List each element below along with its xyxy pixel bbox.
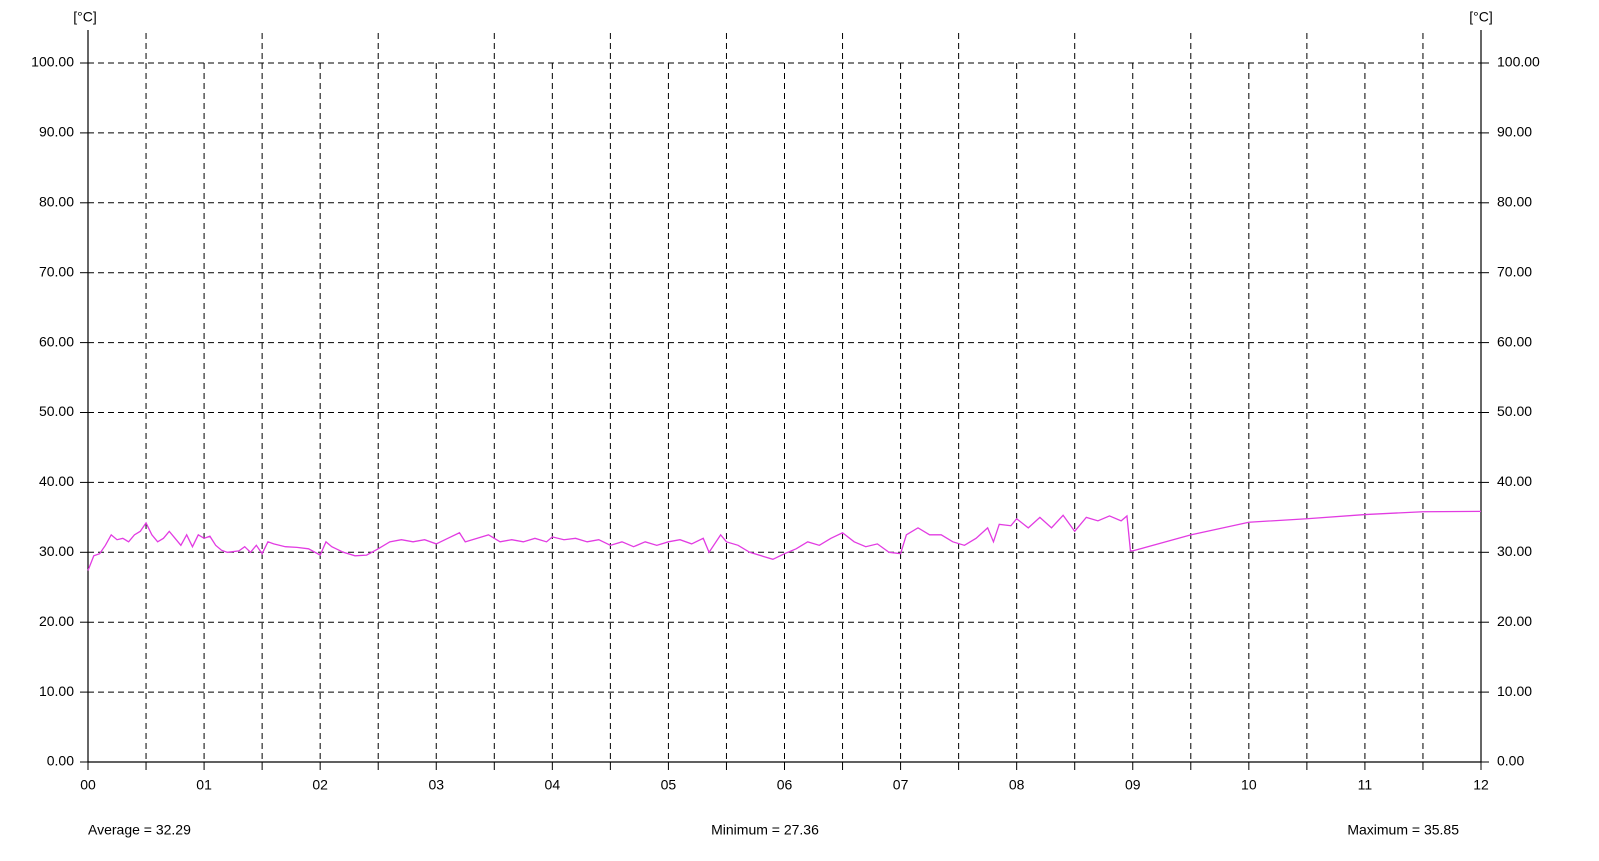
y-tick-label: 100.00	[31, 54, 74, 70]
temperature-line	[87, 510, 1482, 571]
x-tick-label: 04	[545, 777, 561, 793]
y2-tick-label: 50.00	[1497, 403, 1532, 419]
y2-axis-unit: [°C]	[1469, 9, 1493, 25]
x-tick-label: 01	[196, 777, 212, 793]
y-tick-label: 40.00	[39, 473, 74, 489]
x-tick-label: 11	[1358, 777, 1373, 793]
x-tick-label: 02	[312, 777, 328, 793]
x-tick-label: 05	[661, 777, 677, 793]
y-tick-label: 20.00	[39, 613, 74, 629]
x-tick-label: 03	[428, 777, 444, 793]
y2-tick-label: 60.00	[1497, 333, 1532, 349]
y-tick-label: 90.00	[39, 124, 74, 140]
maximum-label: Maximum = 35.85	[1347, 822, 1459, 838]
y-tick-label: 0.00	[47, 753, 74, 769]
y2-tick-label: 10.00	[1497, 683, 1532, 699]
y2-tick-label: 100.00	[1497, 54, 1540, 70]
y-tick-label: 50.00	[39, 403, 74, 419]
x-tick-label: 09	[1125, 777, 1141, 793]
y2-tick-label: 70.00	[1497, 263, 1532, 279]
x-tick-label: 08	[1009, 777, 1025, 793]
y2-tick-label: 30.00	[1497, 543, 1532, 559]
average-label: Average = 32.29	[88, 822, 191, 838]
y-tick-label: 70.00	[39, 263, 74, 279]
y2-tick-label: 0.00	[1497, 753, 1524, 769]
y2-tick-label: 90.00	[1497, 124, 1532, 140]
x-tick-label: 00	[80, 777, 96, 793]
y-tick-label: 80.00	[39, 194, 74, 210]
y-tick-label: 10.00	[39, 683, 74, 699]
y2-tick-label: 80.00	[1497, 194, 1532, 210]
x-tick-label: 10	[1241, 777, 1257, 793]
y-tick-label: 30.00	[39, 543, 74, 559]
y2-tick-label: 20.00	[1497, 613, 1532, 629]
x-tick-label: 07	[893, 777, 909, 793]
y-axis-unit: [°C]	[73, 9, 97, 25]
minimum-label: Minimum = 27.36	[711, 822, 819, 838]
y-tick-label: 60.00	[39, 333, 74, 349]
y2-tick-label: 40.00	[1497, 473, 1532, 489]
x-tick-label: 12	[1473, 777, 1489, 793]
x-tick-label: 06	[777, 777, 793, 793]
